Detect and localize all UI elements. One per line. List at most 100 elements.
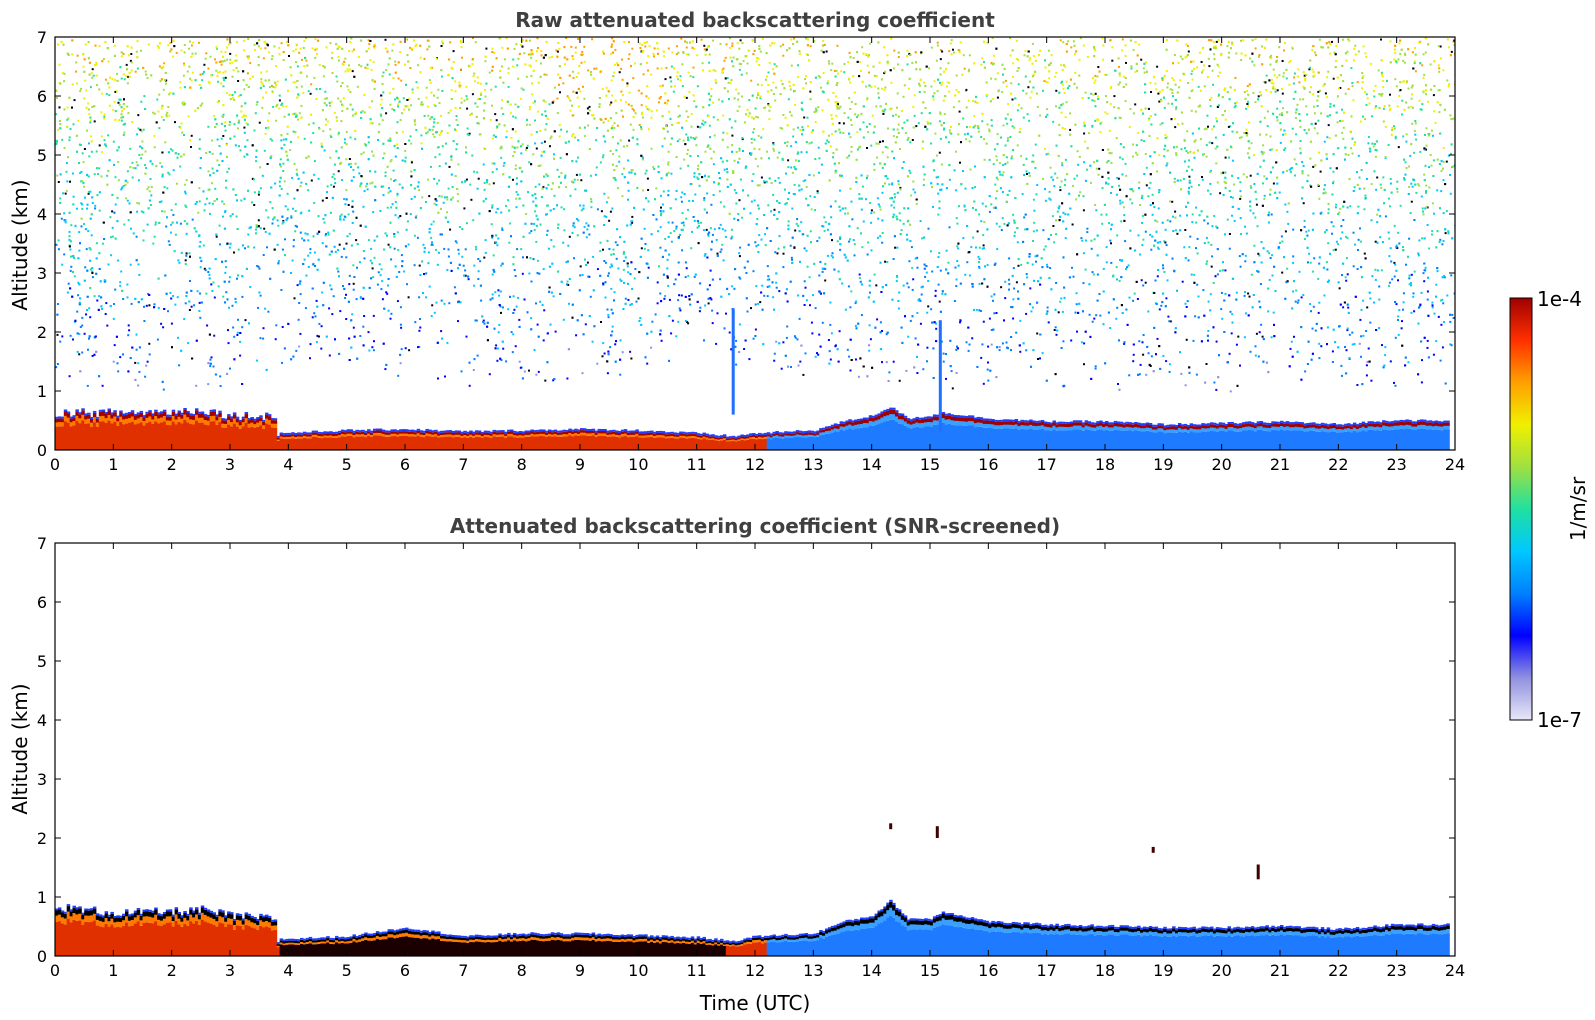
noise-dot <box>731 42 734 45</box>
noise-dot <box>360 153 363 156</box>
noise-dot <box>190 146 192 148</box>
noise-dot <box>1391 278 1394 281</box>
noise-dot <box>446 211 448 214</box>
noise-dot <box>950 39 953 42</box>
noise-dot <box>420 103 422 106</box>
noise-dot <box>280 42 283 45</box>
noise-dot <box>1229 390 1232 393</box>
noise-dot <box>937 283 940 286</box>
noise-dot <box>888 183 891 186</box>
noise-dot <box>879 321 882 324</box>
noise-dot <box>325 104 328 107</box>
noise-dot <box>709 227 712 230</box>
noise-dot <box>958 110 961 113</box>
noise-dot <box>1011 155 1013 158</box>
noise-dot <box>750 79 753 82</box>
noise-dot <box>862 136 865 139</box>
noise-dot <box>385 291 388 294</box>
noise-dot <box>974 165 976 168</box>
noise-dot <box>782 43 785 46</box>
noise-dot <box>1397 146 1400 149</box>
noise-dot <box>460 97 463 100</box>
noise-dot <box>479 260 482 263</box>
noise-dot <box>496 244 499 247</box>
noise-dot <box>396 194 399 197</box>
noise-dot <box>300 181 303 184</box>
noise-dot <box>1334 248 1337 251</box>
noise-dot <box>1084 140 1087 143</box>
noise-dot <box>645 105 648 108</box>
noise-dot <box>1140 197 1143 200</box>
noise-dot <box>191 71 194 74</box>
noise-dot <box>733 189 736 192</box>
noise-dot <box>986 368 989 371</box>
noise-dot <box>363 257 366 260</box>
noise-dot <box>1322 192 1325 195</box>
noise-dot <box>304 232 307 235</box>
noise-dot <box>433 311 436 314</box>
noise-dot <box>370 68 373 71</box>
noise-dot <box>948 90 951 93</box>
noise-dot <box>727 90 729 93</box>
noise-dot <box>542 186 545 189</box>
noise-dot <box>210 283 213 286</box>
noise-dot <box>830 69 833 72</box>
noise-dot <box>1303 219 1306 222</box>
noise-dot <box>774 99 777 102</box>
noise-dot <box>141 140 144 143</box>
noise-dot <box>866 98 868 101</box>
noise-dot <box>868 71 870 74</box>
noise-dot <box>1166 86 1169 89</box>
noise-dot <box>459 40 462 42</box>
noise-dot <box>1215 225 1218 228</box>
noise-dot <box>892 67 895 70</box>
noise-dot <box>730 126 733 129</box>
noise-dot <box>474 319 477 322</box>
noise-dot <box>280 139 283 142</box>
noise-dot <box>1192 67 1195 70</box>
noise-dot <box>1299 140 1302 142</box>
noise-dot <box>1228 247 1231 250</box>
noise-dot <box>1394 135 1397 138</box>
noise-dot <box>671 221 674 224</box>
noise-dot <box>712 101 714 104</box>
noise-dot <box>802 373 805 376</box>
noise-dot <box>849 187 852 190</box>
noise-dot <box>1285 170 1288 172</box>
noise-dot <box>1052 225 1055 227</box>
noise-dot <box>320 325 323 328</box>
noise-dot <box>1261 45 1264 48</box>
noise-dot <box>1301 170 1304 173</box>
noise-dot <box>1298 81 1301 84</box>
noise-dot <box>658 101 660 104</box>
noise-dot <box>247 233 250 236</box>
noise-dot <box>1254 345 1257 348</box>
noise-dot <box>1402 308 1404 311</box>
noise-dot <box>627 298 630 301</box>
noise-dot <box>188 65 191 68</box>
noise-dot <box>1182 177 1185 180</box>
noise-dot <box>1387 197 1390 200</box>
noise-dot <box>896 275 898 277</box>
noise-dot <box>1191 221 1194 224</box>
noise-dot <box>211 167 214 170</box>
noise-dot <box>968 125 971 128</box>
noise-dot <box>582 85 584 88</box>
noise-dot <box>619 278 622 281</box>
noise-dot <box>938 300 941 303</box>
noise-dot <box>344 297 347 299</box>
noise-dot <box>1314 51 1317 54</box>
noise-dot <box>1377 69 1380 72</box>
noise-dot <box>280 188 283 190</box>
noise-dot <box>341 82 344 84</box>
noise-dot <box>540 62 542 65</box>
noise-dot <box>571 231 574 234</box>
noise-dot <box>160 165 163 168</box>
noise-dot <box>262 337 265 340</box>
noise-dot <box>1402 246 1404 248</box>
noise-dot <box>1269 188 1272 191</box>
noise-dot <box>727 81 730 84</box>
noise-dot <box>751 94 754 97</box>
noise-dot <box>806 116 809 119</box>
noise-dot <box>1078 155 1081 158</box>
